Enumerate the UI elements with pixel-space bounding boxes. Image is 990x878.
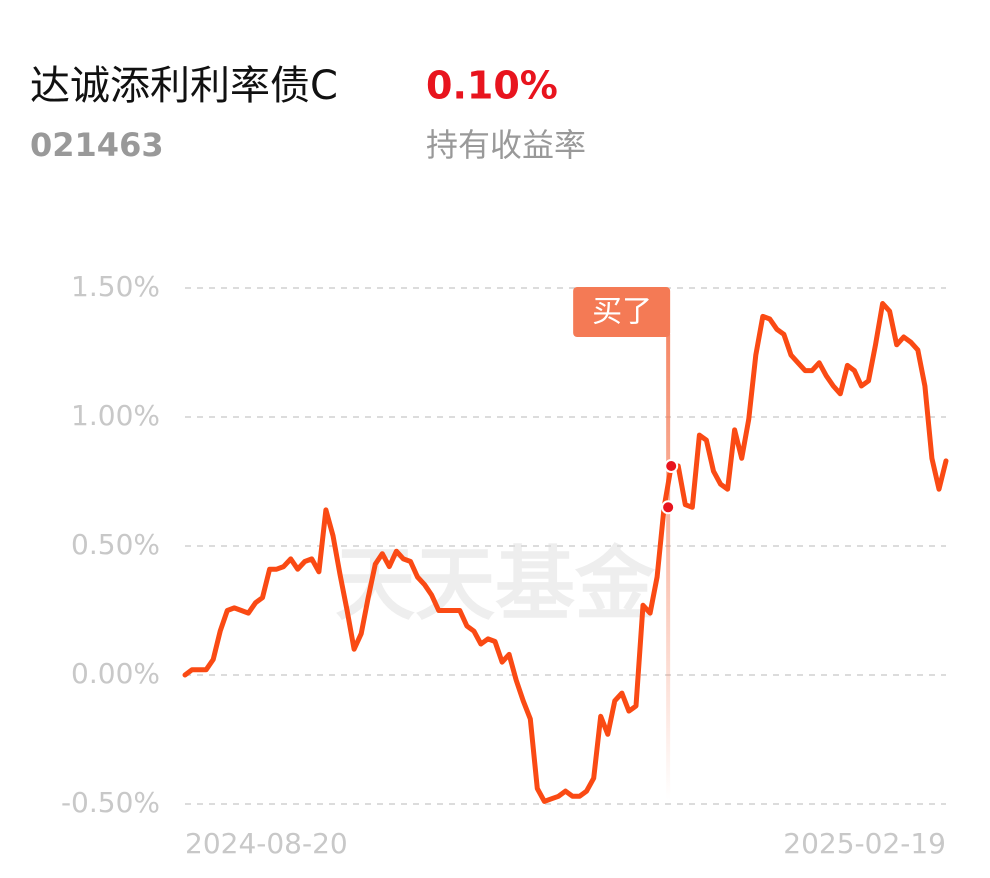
y-tick-label: 1.00% bbox=[71, 399, 160, 432]
watermark: 天天基金 bbox=[335, 538, 656, 631]
metric-value: 0.10% bbox=[426, 64, 558, 108]
y-tick-label: -0.50% bbox=[61, 786, 160, 819]
y-tick-label: 0.00% bbox=[71, 657, 160, 690]
buy-line bbox=[666, 334, 671, 800]
buy-dot bbox=[661, 500, 676, 515]
y-tick-label: 0.50% bbox=[71, 528, 160, 561]
line bbox=[182, 301, 949, 804]
fund-code: 021463 bbox=[30, 126, 164, 164]
x-tick-label: 2024-08-20 bbox=[185, 827, 348, 860]
buy-dot bbox=[664, 459, 679, 474]
metric-label: 持有收益率 bbox=[426, 126, 586, 164]
x-tick-label: 2025-02-19 bbox=[783, 827, 946, 860]
y-tick-label: 1.50% bbox=[71, 270, 160, 303]
buy-label: 买了 bbox=[592, 295, 652, 330]
fund-title: 达诚添利利率债C bbox=[30, 63, 338, 109]
buy-label-bg bbox=[573, 287, 671, 337]
